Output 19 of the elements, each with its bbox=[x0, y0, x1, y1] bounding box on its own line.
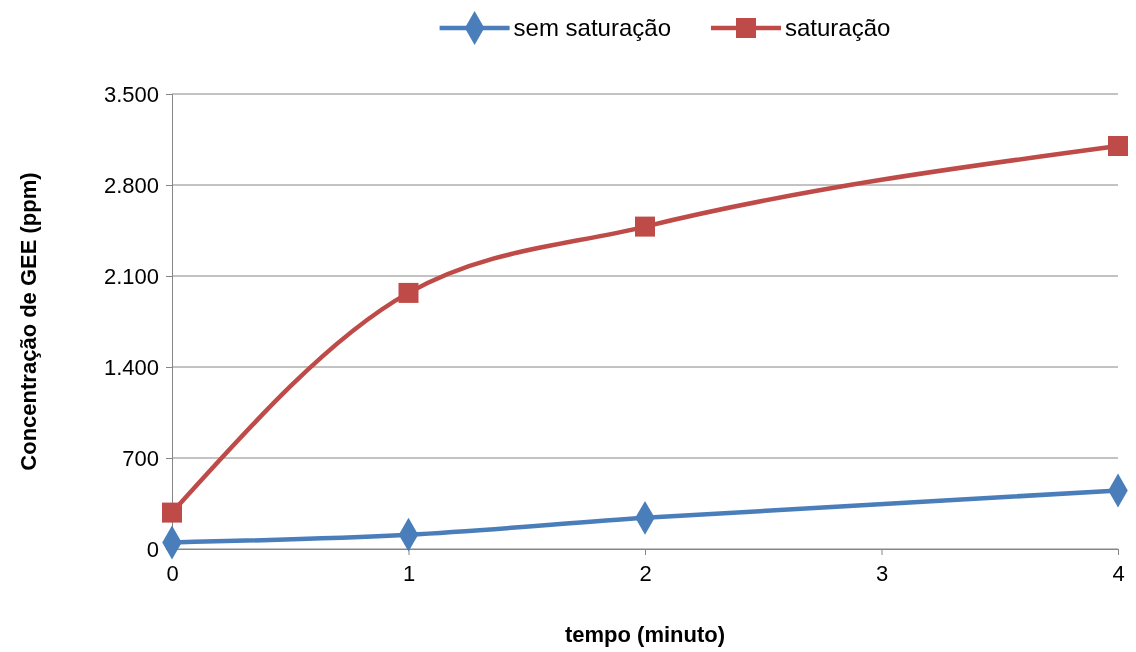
x-tick-label: 4 bbox=[1112, 560, 1125, 586]
point bbox=[1108, 136, 1128, 156]
x-tick-label: 0 bbox=[166, 560, 179, 586]
y-tick-label: 2.800 bbox=[103, 172, 159, 198]
y-tick-label: 3.500 bbox=[103, 81, 159, 107]
point bbox=[162, 502, 182, 523]
point bbox=[635, 216, 655, 237]
x-tick-label: 3 bbox=[875, 560, 889, 586]
x-axis-title: tempo (minuto) bbox=[564, 622, 726, 647]
y-tick-label: 2.100 bbox=[103, 263, 159, 289]
y-tick-label: 700 bbox=[122, 445, 159, 471]
legend-label: sem saturação bbox=[513, 14, 671, 41]
y-tick-label: 1.400 bbox=[103, 354, 159, 380]
y-axis-title: Concentração de GEE (ppm) bbox=[16, 172, 41, 471]
legend-label: saturação bbox=[785, 14, 891, 41]
x-tick-label: 1 bbox=[402, 560, 416, 586]
point bbox=[398, 282, 419, 303]
y-tick-label: 0 bbox=[146, 536, 159, 562]
x-tick-label: 2 bbox=[639, 560, 652, 586]
